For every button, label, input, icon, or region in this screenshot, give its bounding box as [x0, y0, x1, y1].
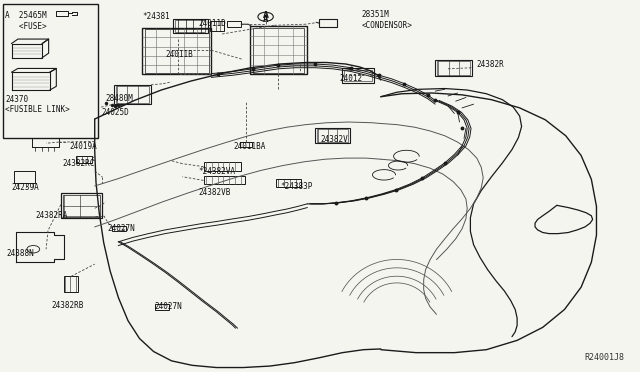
Bar	[145, 29, 209, 73]
Bar	[63, 195, 100, 217]
Bar	[3, 4, 98, 138]
Bar	[435, 60, 472, 76]
Bar	[344, 70, 372, 81]
Bar	[204, 162, 241, 171]
Text: 28351M
<CONDENSOR>: 28351M <CONDENSOR>	[362, 10, 412, 30]
Text: *24383P: *24383P	[280, 182, 313, 190]
Text: A: A	[263, 15, 268, 24]
Text: 24027N: 24027N	[155, 302, 182, 311]
Text: 24012: 24012	[339, 74, 362, 83]
Text: 24370
<FUSIBLE LINK>: 24370 <FUSIBLE LINK>	[5, 95, 70, 114]
Bar	[175, 20, 205, 32]
Text: R24001J8: R24001J8	[584, 353, 624, 362]
Bar	[116, 86, 149, 103]
Text: *24381: *24381	[142, 12, 170, 21]
Text: 28480M: 28480M	[106, 94, 133, 103]
Text: 24011D: 24011D	[198, 19, 226, 28]
Bar	[210, 21, 224, 31]
Text: 24011B: 24011B	[165, 50, 193, 59]
Text: A: A	[262, 11, 269, 20]
Bar	[319, 19, 337, 27]
Text: A  25465M
   <FUSE>: A 25465M <FUSE>	[5, 11, 47, 31]
Text: 24025D: 24025D	[101, 108, 129, 117]
Text: 24388N: 24388N	[6, 249, 34, 258]
Text: 24382R: 24382R	[477, 60, 504, 68]
Bar	[240, 142, 252, 147]
Text: 24382V: 24382V	[320, 135, 348, 144]
Bar	[204, 176, 245, 184]
Text: 24382VB: 24382VB	[198, 188, 231, 197]
Text: 24382RB: 24382RB	[51, 301, 84, 310]
Bar	[276, 179, 301, 187]
Text: 24239A: 24239A	[12, 183, 39, 192]
Text: *24382VA: *24382VA	[198, 167, 236, 176]
Bar	[64, 276, 78, 292]
Bar	[76, 156, 92, 163]
Bar	[250, 26, 307, 74]
Bar	[317, 129, 348, 142]
Text: 24019A: 24019A	[69, 142, 97, 151]
Text: 24382RC: 24382RC	[63, 159, 95, 168]
Text: 24027N: 24027N	[108, 224, 135, 233]
Bar	[142, 28, 211, 74]
Text: 24382RA: 24382RA	[35, 211, 68, 220]
Text: 24011BA: 24011BA	[234, 142, 266, 151]
Bar	[253, 28, 304, 73]
Bar	[315, 128, 350, 143]
Bar	[173, 19, 208, 33]
Bar	[155, 304, 169, 310]
Bar	[342, 68, 374, 83]
Bar	[61, 193, 102, 218]
Bar	[114, 85, 151, 104]
Bar	[437, 61, 470, 75]
Bar	[227, 21, 241, 27]
Bar	[112, 226, 126, 231]
